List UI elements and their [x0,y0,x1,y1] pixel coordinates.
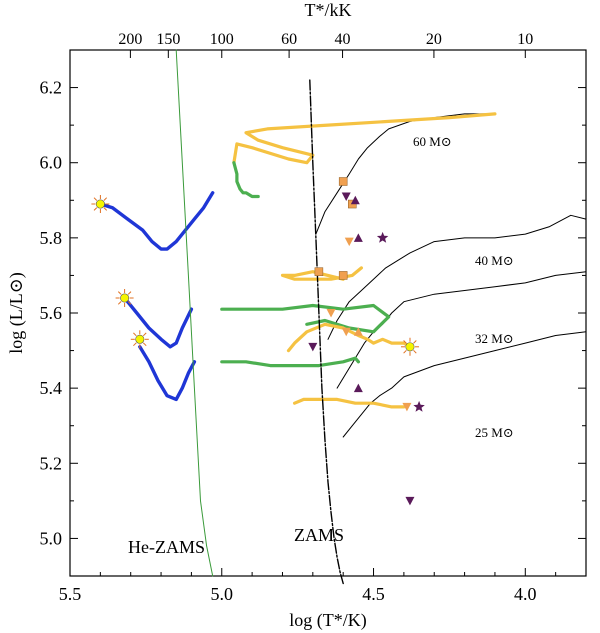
track-blue-60 [98,191,215,251]
top-tick-label: 10 [517,31,533,48]
annotation-60msun: 60 M⊙ [413,134,452,149]
track-he-zams [175,49,214,577]
top-tick-label: 60 [281,31,297,48]
y-tick-label: 5.4 [40,378,63,398]
plot-frame [69,49,587,577]
x-axis-title: log (T*/K) [289,610,366,631]
y-tick-label: 5.0 [40,528,63,548]
annotation-40msun: 40 M⊙ [475,253,514,268]
marker-triangle-down-10 [341,327,351,337]
y-tick-label: 5.6 [40,303,63,323]
track-green-32 [220,356,360,368]
top-tick-label: 40 [335,31,351,48]
marker-star-6 [376,231,389,243]
top-axis-title: T*/kK [305,0,352,20]
y-axis-title: log (L/L⊙) [6,272,27,354]
marker-triangle-up-3 [350,195,360,205]
x-tick-label: 4.5 [362,584,385,604]
marker-sun-18 [115,289,134,307]
top-tick-label: 150 [156,31,180,48]
markers-layer [91,177,425,506]
track-black-track-32 [336,271,587,389]
top-tick-label: 100 [210,31,234,48]
marker-triangle-down-16 [405,496,415,506]
x-tick-label: 4.0 [514,584,537,604]
marker-sun-20 [401,337,419,356]
x-tick-label: 5.5 [59,584,82,604]
y-tick-label: 6.0 [40,153,63,173]
y-tick-label: 6.2 [40,78,63,98]
x-tick-label: 5.0 [211,584,234,604]
marker-triangle-down-14 [402,402,412,412]
track-black-track-60 [315,113,496,235]
track-black-track-40 [327,214,587,340]
marker-triangle-up-5 [353,233,363,242]
y-tick-label: 5.2 [40,453,63,473]
annotation-zams: ZAMS [294,525,344,545]
track-zams [309,79,344,585]
annotation-he-zams: He-ZAMS [128,537,205,557]
track-yellow-32 [286,322,412,353]
marker-square-0 [338,177,348,186]
ticks-layer: 5.5 5.0 4.5 4.0 5.0 5.2 5.4 5.6 5.8 6.0 6.2 200 150 1… [40,31,587,604]
top-tick-label: 200 [118,31,142,48]
marker-square-7 [314,267,324,276]
marker-triangle-up-13 [353,383,363,393]
marker-square-8 [338,271,348,280]
track-yellow-60 [232,112,497,165]
marker-triangle-down-2 [341,192,351,202]
annotation-32msun: 32 M⊙ [475,331,514,346]
track-green-60 [232,161,260,199]
track-black-track-25 [342,331,587,438]
track-blue-40 [122,296,194,349]
tracks-layer [98,49,587,585]
marker-triangle-down-12 [308,342,318,352]
track-green-40 [220,303,391,334]
track-blue-32 [138,345,197,402]
marker-star-15 [413,400,425,412]
marker-sun-19 [130,330,149,349]
marker-triangle-down-4 [344,237,354,247]
marker-sun-17 [91,195,110,213]
marker-triangle-down-9 [326,309,336,318]
track-yellow-25 [293,397,406,409]
top-tick-label: 20 [426,31,442,48]
marker-triangle-up-11 [353,327,363,336]
annotation-25msun: 25 M⊙ [475,425,514,440]
y-tick-label: 5.8 [40,228,63,248]
